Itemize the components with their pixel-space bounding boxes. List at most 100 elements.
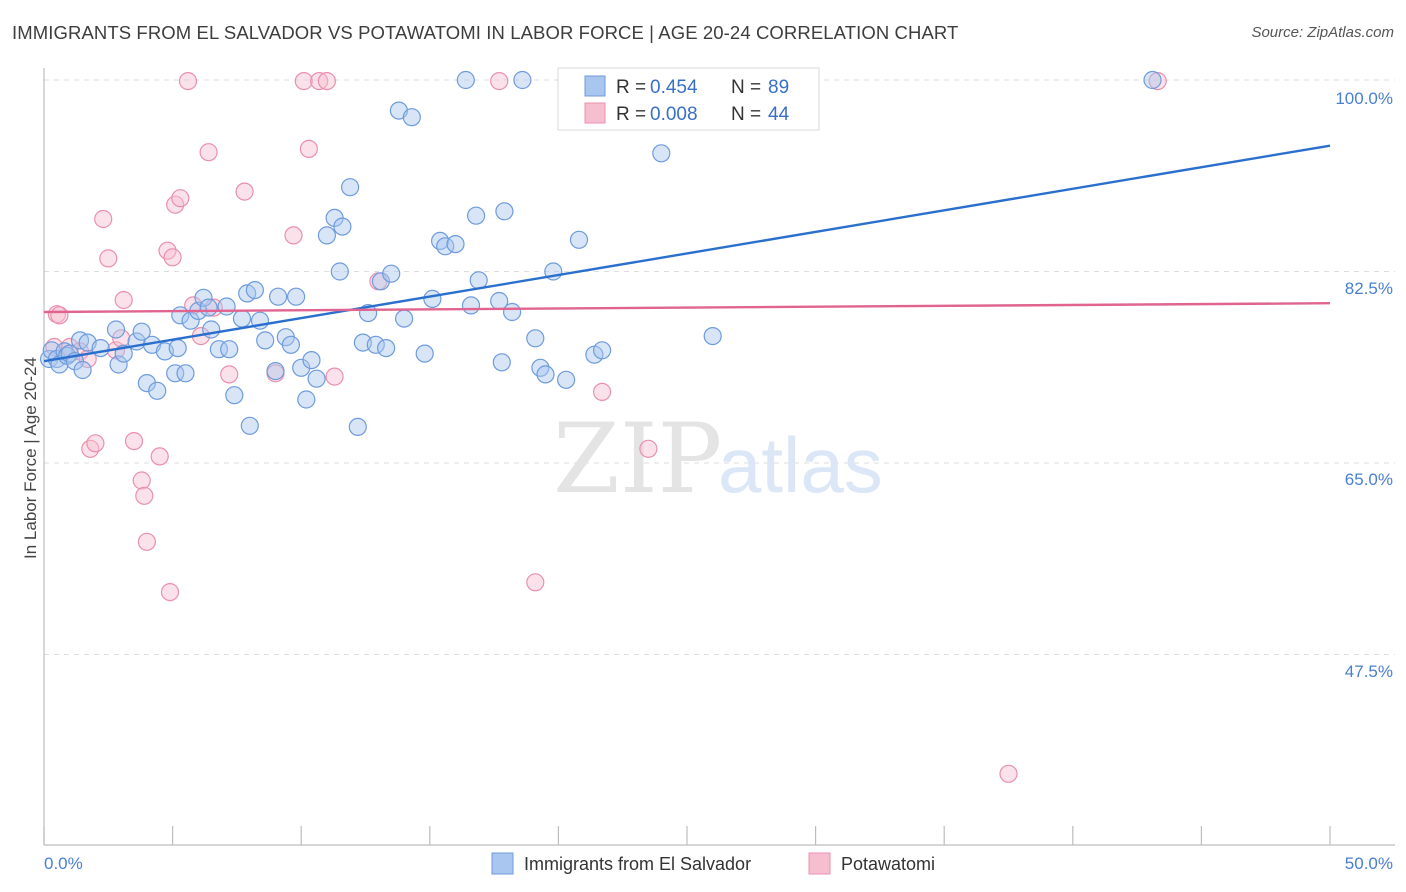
point-potawatomi (135, 486, 154, 505)
watermark-zip: ZIP (553, 403, 722, 515)
point-el-salvador (592, 341, 612, 360)
legend-n-label: N = (731, 104, 761, 125)
point-potawatomi (639, 439, 658, 458)
point-el-salvador (402, 108, 421, 127)
point-el-salvador (456, 70, 475, 90)
bottom-legend-swatch-blue (491, 852, 514, 875)
legend-r-value: 0.008 (650, 104, 698, 125)
point-el-salvador (287, 287, 306, 306)
point-potawatomi (150, 447, 169, 466)
legend-swatch-blue (584, 75, 606, 97)
point-el-salvador (536, 365, 555, 384)
point-potawatomi (114, 290, 133, 310)
point-el-salvador (1143, 70, 1162, 90)
point-el-salvador (526, 329, 545, 348)
legend-r-label: R = (616, 104, 646, 125)
point-el-salvador (467, 206, 486, 225)
point-el-salvador (137, 374, 156, 393)
point-el-salvador (297, 390, 316, 409)
point-el-salvador (502, 302, 522, 322)
point-el-salvador (415, 344, 434, 363)
watermark: ZIP atlas (553, 403, 883, 515)
point-potawatomi (160, 582, 180, 602)
point-potawatomi (99, 249, 118, 268)
point-el-salvador (281, 335, 300, 354)
point-potawatomi (94, 209, 113, 229)
point-el-salvador (220, 340, 239, 359)
point-el-salvador (371, 272, 390, 291)
point-el-salvador (106, 320, 126, 339)
y-axis-label: In Labor Force | Age 20-24 (21, 357, 40, 559)
source-label: Source: ZipAtlas.com (1251, 24, 1394, 41)
point-el-salvador (266, 362, 285, 381)
y-tick-label-82-5: 82.5% (1345, 279, 1393, 298)
point-el-salvador (348, 417, 367, 436)
point-el-salvador (423, 289, 442, 308)
point-potawatomi (178, 71, 198, 91)
point-el-salvador (148, 381, 167, 400)
point-el-salvador (240, 416, 259, 435)
point-el-salvador (307, 369, 326, 388)
legend-swatch-pink (584, 102, 606, 124)
point-el-salvador (194, 288, 213, 307)
point-el-salvador (317, 226, 336, 245)
point-potawatomi (310, 71, 329, 91)
point-el-salvador (703, 327, 722, 346)
point-potawatomi (526, 573, 545, 592)
point-el-salvador (132, 322, 151, 341)
bottom-legend: Immigrants from El Salvador Potawatomi (491, 852, 935, 875)
point-potawatomi (317, 71, 336, 91)
point-el-salvador (330, 262, 349, 281)
point-potawatomi (137, 532, 156, 551)
point-el-salvador (302, 351, 321, 370)
point-el-salvador (513, 70, 532, 90)
point-potawatomi (86, 434, 105, 453)
point-el-salvador (256, 331, 275, 350)
trend-line-el-salvador (43, 144, 1331, 363)
legend-r-value: 0.454 (650, 77, 698, 98)
point-potawatomi (184, 296, 203, 315)
point-potawatomi (284, 226, 303, 245)
point-el-salvador (341, 178, 360, 197)
point-el-salvador (109, 355, 128, 374)
legend-n-label: N = (731, 77, 761, 98)
point-potawatomi (299, 139, 318, 158)
point-potawatomi (112, 329, 131, 348)
point-el-salvador (377, 339, 396, 358)
point-potawatomi (235, 182, 254, 201)
point-el-salvador (202, 320, 221, 339)
point-potawatomi (294, 71, 313, 91)
point-el-salvador (569, 230, 589, 249)
point-potawatomi (199, 143, 218, 162)
legend-r-label: R = (616, 77, 646, 98)
y-tick-label-100: 100.0% (1335, 89, 1393, 108)
legend: R = 0.454 N = 89 R = 0.008 N = 44 (557, 67, 820, 131)
y-tick-label-65: 65.0% (1345, 470, 1393, 489)
point-potawatomi (124, 432, 144, 451)
point-el-salvador (176, 364, 195, 383)
point-el-salvador (446, 235, 465, 254)
point-potawatomi (490, 71, 509, 91)
point-el-salvador (217, 297, 236, 316)
point-el-salvador (209, 340, 228, 359)
point-el-salvador (166, 364, 185, 383)
point-el-salvador (333, 217, 352, 236)
bottom-legend-label-potawatomi: Potawatomi (841, 854, 935, 874)
y-tick-label-47-5: 47.5% (1345, 662, 1393, 681)
point-el-salvador (292, 358, 311, 377)
point-el-salvador (556, 370, 576, 389)
legend-n-value: 44 (768, 104, 790, 125)
y-tick-labels: 100.0% 82.5% 65.0% 47.5% (1335, 89, 1393, 681)
chart-title: IMMIGRANTS FROM EL SALVADOR VS POTAWATOM… (12, 22, 959, 43)
point-el-salvador (495, 202, 514, 221)
point-potawatomi (132, 471, 151, 490)
point-potawatomi (163, 248, 182, 267)
point-potawatomi (999, 764, 1018, 783)
point-potawatomi (220, 365, 239, 384)
point-el-salvador (245, 281, 264, 300)
trend-line-potawatomi (43, 302, 1331, 314)
point-el-salvador (199, 298, 218, 317)
point-el-salvador (382, 264, 401, 283)
x-tick-label-start: 0.0% (44, 854, 83, 873)
point-el-salvador (461, 296, 481, 315)
